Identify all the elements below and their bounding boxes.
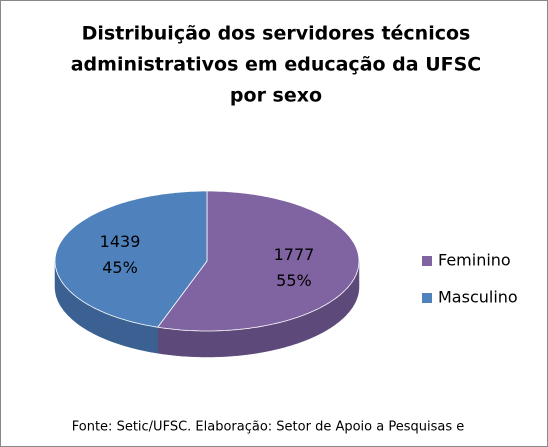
source-note: Fonte: Setic/UFSC. Elaboração: Setor de … [72,420,465,435]
data-label: 1777 [274,245,315,264]
pie-slice [54,190,208,328]
percent-label: 45% [102,258,138,277]
legend-label: Masculino [438,288,518,307]
data-label: 1439 [100,232,141,251]
chart-title: administrativos em educação da UFSC [71,54,482,76]
percent-label: 55% [276,271,312,290]
legend-swatch [422,293,432,303]
chart-title: por sexo [230,85,322,107]
chart-title: Distribuição dos servidores técnicos [82,23,471,45]
legend-swatch [422,256,432,266]
pie-slice [156,190,360,332]
legend-label: Feminino [438,251,511,270]
